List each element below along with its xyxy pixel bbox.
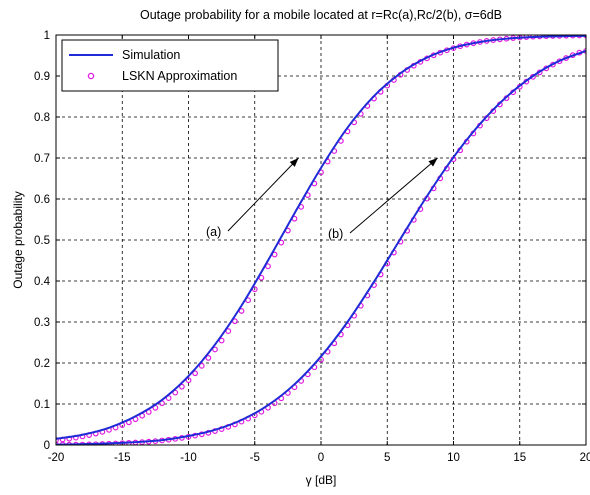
x-tick-label: 20 bbox=[580, 452, 590, 464]
approximation-marker-a bbox=[192, 370, 199, 377]
plot-frame bbox=[55, 34, 587, 446]
x-tick-label: -15 bbox=[114, 452, 131, 464]
x-tick-label: -5 bbox=[250, 452, 260, 464]
legend-swatch-approximation bbox=[87, 72, 95, 80]
y-tick-label: 0.1 bbox=[34, 399, 50, 411]
annotation-label-a: (a) bbox=[206, 225, 221, 239]
simulation-line-a bbox=[56, 35, 586, 440]
y-tick-label: 0.4 bbox=[34, 276, 51, 288]
simulation-line-b bbox=[56, 50, 586, 445]
annotation-arrow-b bbox=[349, 157, 438, 234]
y-tick-label: 0.3 bbox=[34, 317, 50, 329]
approximation-marker-a bbox=[198, 362, 205, 369]
x-tick-label: 0 bbox=[318, 452, 324, 464]
y-tick-label: 0 bbox=[44, 440, 50, 452]
annotation-arrowhead-b bbox=[428, 158, 438, 167]
approximation-marker-a bbox=[205, 354, 212, 361]
annotation-arrow-a bbox=[227, 157, 299, 232]
y-tick-label: 0.2 bbox=[34, 358, 50, 370]
series bbox=[56, 35, 586, 445]
approximation-marker-a bbox=[218, 337, 225, 344]
approximation-marker-a bbox=[212, 346, 218, 353]
annotation-arrowhead-a bbox=[289, 158, 299, 167]
x-tick-label: -20 bbox=[48, 452, 65, 464]
x-tick-label: 10 bbox=[447, 452, 460, 464]
x-axis-label: γ [dB] bbox=[306, 473, 337, 487]
y-tick-label: 0.7 bbox=[34, 153, 50, 165]
y-tick-label: 0.9 bbox=[34, 71, 50, 83]
legend-label-approximation: LSKN Approximation bbox=[122, 69, 237, 83]
y-axis-label: Outage probability bbox=[11, 191, 25, 288]
legend-box bbox=[61, 39, 279, 92]
x-tick-label: 15 bbox=[513, 452, 526, 464]
annotations: (a) (b) bbox=[206, 157, 438, 241]
x-tick-label: -10 bbox=[180, 452, 197, 464]
approximation-marker-a bbox=[225, 328, 232, 334]
x-tick-label: 5 bbox=[384, 452, 390, 464]
axis-ticks: -20 -15 -10 -5 0 5 10 15 20 0 0.1 0.2 0.3 0.4 0.5 0.6 0.… bbox=[34, 30, 590, 464]
annotation-label-b: (b) bbox=[328, 227, 343, 241]
approximation-marker-a bbox=[172, 389, 179, 396]
y-tick-label: 0.5 bbox=[34, 235, 50, 247]
grid bbox=[56, 35, 586, 445]
approximation-marker-a bbox=[185, 377, 192, 384]
chart-title: Outage probability for a mobile located … bbox=[140, 8, 502, 22]
approximation-marker-a bbox=[178, 383, 185, 390]
y-tick-label: 1 bbox=[44, 30, 50, 42]
y-tick-label: 0.8 bbox=[34, 112, 50, 124]
legend-label-simulation: Simulation bbox=[122, 48, 180, 62]
legend: Simulation LSKN Approximation bbox=[61, 39, 279, 92]
y-tick-label: 0.6 bbox=[34, 194, 50, 206]
